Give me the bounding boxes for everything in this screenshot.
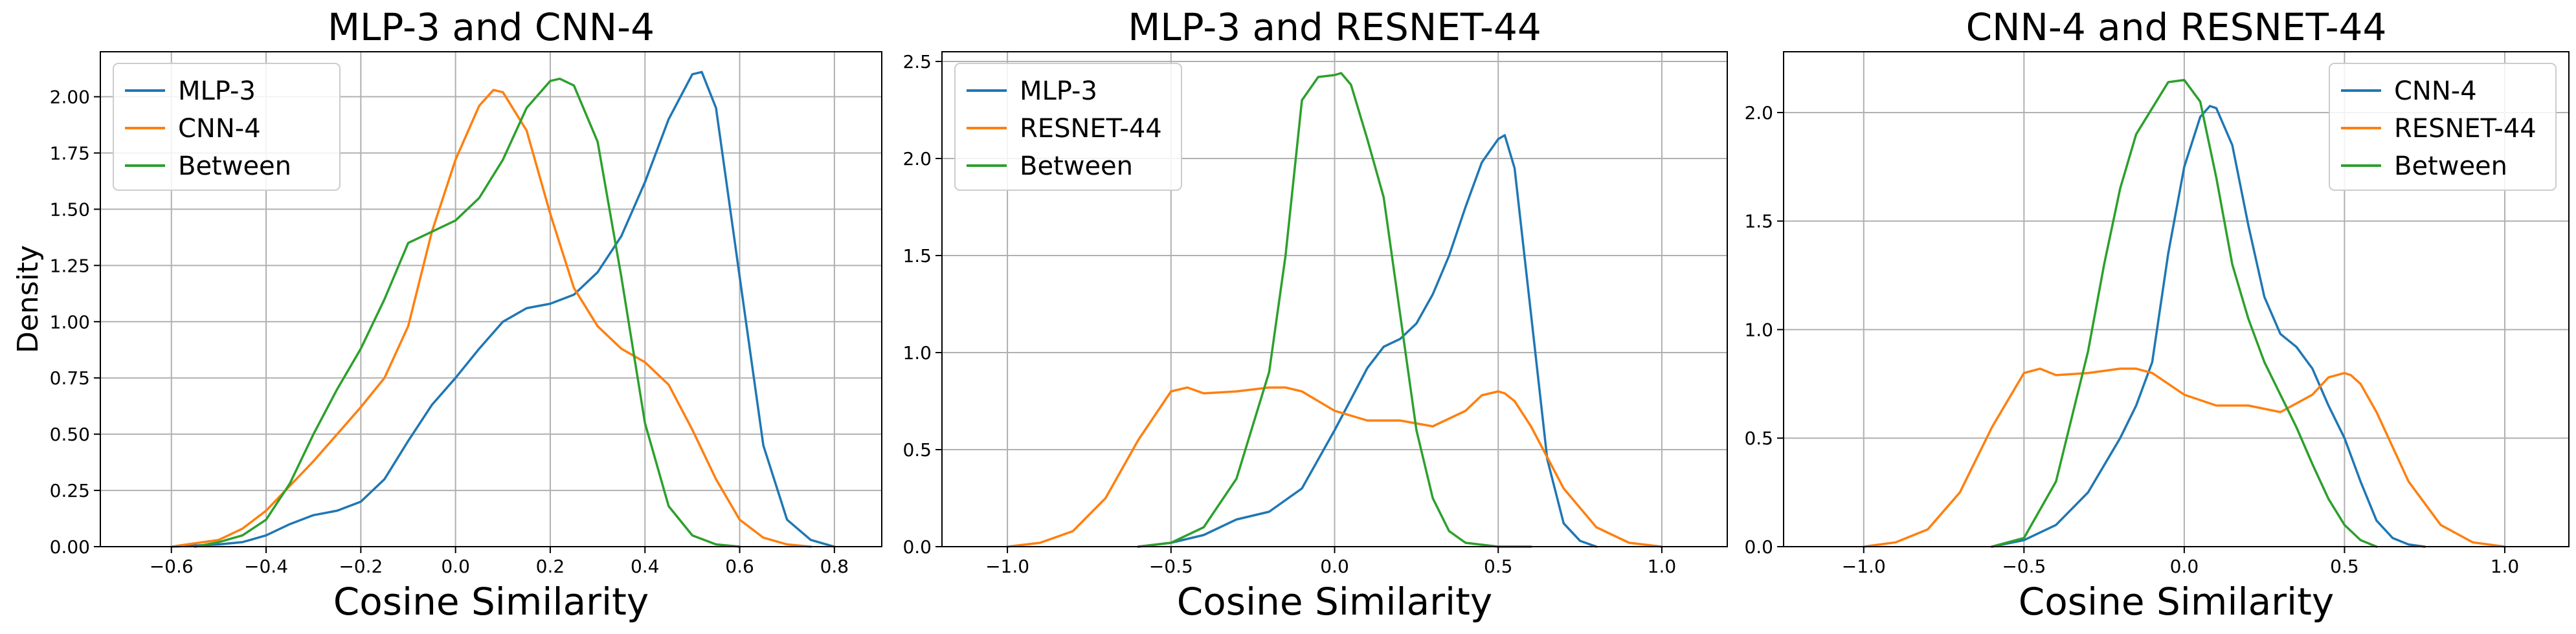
x-tick-label: 0.5 bbox=[2330, 556, 2359, 577]
y-tick-label: 0.50 bbox=[50, 424, 90, 445]
x-tick-label: −0.5 bbox=[2002, 556, 2046, 577]
x-tick-label: 0.2 bbox=[536, 556, 565, 577]
series-line-resnet-44 bbox=[1006, 386, 1663, 548]
y-tick-label: 1.0 bbox=[902, 342, 932, 364]
series-line-between bbox=[1991, 78, 2378, 548]
plot-frame bbox=[100, 51, 882, 547]
x-axis-label: Cosine Similarity bbox=[333, 580, 649, 624]
x-tick-label: 0.5 bbox=[1484, 556, 1513, 577]
x-tick-label: −0.2 bbox=[339, 556, 383, 577]
y-tick-label: 0.25 bbox=[50, 480, 90, 501]
x-axis-label: Cosine Similarity bbox=[1177, 580, 1492, 624]
y-tick-label: 0.5 bbox=[1744, 428, 1773, 449]
y-tick-label: 1.25 bbox=[50, 255, 90, 276]
chart-panel-1: −0.6 −0.4 −0.2 0.0 0.2 0.4 0.6 0.8 0.00 0.25 0.50 0… bbox=[12, 5, 882, 624]
series-line-between bbox=[194, 77, 741, 548]
series-line-cnn-4 bbox=[1991, 105, 2426, 548]
legend-label-between: Between bbox=[178, 151, 291, 181]
legend: CNN-4 RESNET-44 Between bbox=[2329, 63, 2557, 191]
y-axis-label: Density bbox=[12, 245, 45, 353]
x-tick-label: 0.6 bbox=[725, 556, 754, 577]
legend-box bbox=[954, 63, 1182, 191]
chart-title: MLP-3 and RESNET-44 bbox=[1128, 5, 1541, 49]
y-tick-label: 1.5 bbox=[1744, 211, 1773, 232]
x-tick-label: −1.0 bbox=[1842, 556, 1886, 577]
y-tick-label: 0.0 bbox=[1744, 536, 1773, 558]
chart-title: CNN-4 and RESNET-44 bbox=[1966, 5, 2387, 49]
series-line-mlp-3 bbox=[170, 71, 836, 548]
legend-label-between: Between bbox=[2394, 151, 2507, 181]
x-tick-label: 0.4 bbox=[631, 556, 660, 577]
y-tick-label: 0.0 bbox=[902, 536, 932, 558]
x-tick-label: 0.0 bbox=[1320, 556, 1349, 577]
legend-label-cnn-4: CNN-4 bbox=[178, 114, 261, 144]
legend-label-mlp-3: MLP-3 bbox=[178, 76, 256, 106]
legend-label-resnet-44: RESNET-44 bbox=[1020, 114, 1162, 144]
series-line-resnet-44 bbox=[1863, 367, 2506, 548]
y-tick-label: 0.75 bbox=[50, 367, 90, 389]
y-tick-label: 1.75 bbox=[50, 142, 90, 164]
x-tick-label: −1.0 bbox=[985, 556, 1029, 577]
series-line-between bbox=[1137, 72, 1532, 548]
y-tick-label: 2.0 bbox=[902, 148, 932, 169]
series-line-cnn-4 bbox=[170, 89, 812, 548]
y-tick-label: 0.5 bbox=[902, 439, 932, 461]
x-tick-label: 0.0 bbox=[2170, 556, 2199, 577]
y-tick-label: 2.0 bbox=[1744, 102, 1773, 124]
series-line-mlp-3 bbox=[1137, 134, 1598, 548]
y-tick-label: 1.50 bbox=[50, 199, 90, 220]
legend: MLP-3 CNN-4 Between bbox=[113, 63, 341, 191]
x-tick-label: 0.0 bbox=[441, 556, 470, 577]
x-tick-label: −0.5 bbox=[1149, 556, 1193, 577]
legend-label-resnet-44: RESNET-44 bbox=[2394, 114, 2537, 144]
legend-label-between: Between bbox=[1020, 151, 1133, 181]
legend-box bbox=[2329, 63, 2557, 191]
y-tick-label: 2.00 bbox=[50, 87, 90, 108]
y-tick-label: 1.0 bbox=[1744, 319, 1773, 340]
x-tick-label: −0.4 bbox=[244, 556, 288, 577]
x-tick-label: 0.8 bbox=[820, 556, 849, 577]
x-axis-label: Cosine Similarity bbox=[2019, 580, 2334, 624]
y-tick-label: 0.00 bbox=[50, 536, 90, 558]
legend-box bbox=[113, 63, 341, 191]
x-tick-label: −0.6 bbox=[150, 556, 194, 577]
y-tick-label: 2.5 bbox=[902, 51, 932, 72]
plot-frame bbox=[1783, 51, 2570, 547]
chart-title: MLP-3 and CNN-4 bbox=[328, 5, 655, 49]
chart-panel-3: −1.0 −0.5 0.0 0.5 1.0 0.0 0.5 1.0 1.5 2.0 CNN-4 an… bbox=[1744, 5, 2570, 624]
legend-label-cnn-4: CNN-4 bbox=[2394, 76, 2477, 106]
chart-panel-2: −1.0 −0.5 0.0 0.5 1.0 0.0 0.5 1.0 1.5 2.0 2.5 MLP-3… bbox=[902, 5, 1728, 624]
legend-label-mlp-3: MLP-3 bbox=[1020, 76, 1097, 106]
x-tick-label: 1.0 bbox=[2491, 556, 2520, 577]
y-tick-label: 1.5 bbox=[902, 245, 932, 267]
y-tick-label: 1.00 bbox=[50, 311, 90, 333]
x-tick-label: 1.0 bbox=[1648, 556, 1677, 577]
legend: MLP-3 RESNET-44 Between bbox=[954, 63, 1182, 191]
